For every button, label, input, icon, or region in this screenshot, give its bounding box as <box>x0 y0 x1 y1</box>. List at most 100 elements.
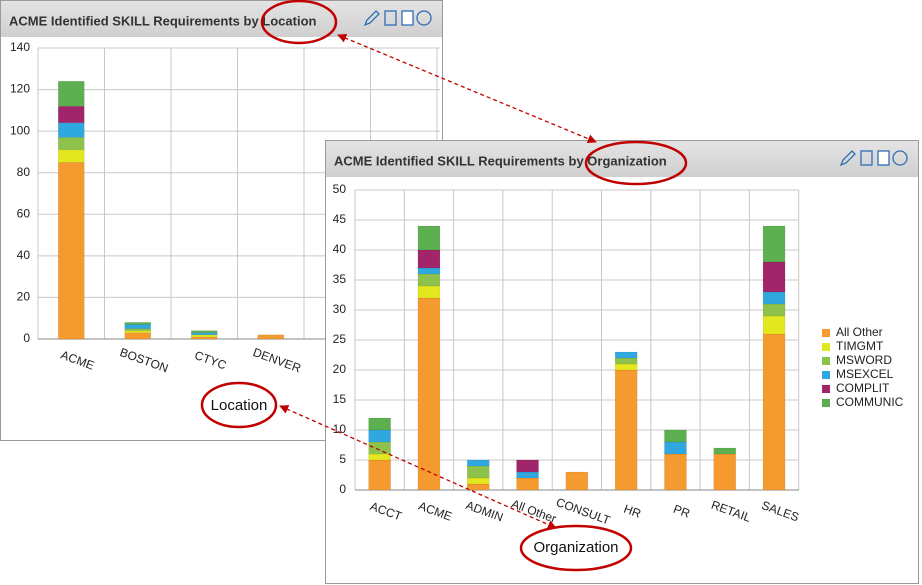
bar-segment <box>762 333 786 491</box>
bar-segment <box>664 453 687 491</box>
legend-label[interactable]: COMMUNIC <box>836 395 904 409</box>
bar-segment <box>762 291 786 305</box>
y-tick-label: 100 <box>10 123 30 137</box>
chart-panel: ACME Identified SKILL Requirements by Or… <box>325 140 919 584</box>
bar-segment <box>467 477 490 485</box>
bar-segment <box>417 285 441 299</box>
legend-label[interactable]: MSWORD <box>836 353 892 367</box>
bar-segment <box>124 330 151 334</box>
bar-segment <box>762 315 786 335</box>
bar-segment <box>516 477 539 491</box>
x-tick-label: PR <box>672 502 693 521</box>
bar-segment <box>124 324 151 329</box>
edit-icon[interactable] <box>363 10 380 27</box>
legend-label[interactable]: COMPLIT <box>836 381 890 395</box>
legend-label[interactable]: TIMGMT <box>836 339 884 353</box>
y-tick-label: 20 <box>333 362 347 376</box>
clipboard-icon[interactable] <box>384 10 397 26</box>
annotations: Location Organization <box>200 0 688 572</box>
bar-segment <box>191 334 218 338</box>
y-tick-label: 35 <box>333 272 347 286</box>
y-tick-label: 20 <box>17 290 31 304</box>
chart-title: ACME Identified SKILL Requirements by Lo… <box>9 13 317 28</box>
y-tick-label: 60 <box>17 206 31 220</box>
bar-segment <box>565 471 589 491</box>
bar-segment <box>664 441 687 455</box>
bar-segment <box>762 303 786 317</box>
document-icon[interactable] <box>877 150 890 166</box>
legend-swatch <box>822 399 830 407</box>
edit-icon[interactable] <box>839 150 856 167</box>
bar-segment <box>516 459 539 473</box>
y-tick-label: 30 <box>333 302 347 316</box>
bar-segment <box>417 249 441 269</box>
y-tick-label: 120 <box>10 82 30 96</box>
bar-segment <box>58 162 85 340</box>
bar-segment <box>191 332 218 336</box>
bar-segment <box>368 459 391 491</box>
bar-segment <box>417 267 441 275</box>
bar-segment <box>516 471 539 479</box>
y-tick-label: 40 <box>17 248 31 262</box>
bar-segment <box>417 273 441 287</box>
chart-title: ACME Identified SKILL Requirements by Or… <box>334 153 667 168</box>
bar-segment <box>713 453 736 491</box>
bar-segment <box>614 351 638 359</box>
connector-arrow <box>337 33 597 144</box>
bar-segment <box>664 429 687 443</box>
legend-label[interactable]: MSEXCEL <box>836 367 894 381</box>
y-tick-label: 80 <box>17 165 31 179</box>
y-tick-label: 25 <box>333 332 347 346</box>
bar-segment <box>467 483 490 491</box>
y-tick-label: 40 <box>333 242 347 256</box>
highlight-ellipse <box>200 381 278 429</box>
bar-segment <box>762 261 786 293</box>
bar-segment <box>58 122 85 138</box>
bar-segment <box>614 369 638 491</box>
y-tick-label: 45 <box>333 212 347 226</box>
document-icon[interactable] <box>401 10 414 26</box>
annotation-label: Location <box>211 397 268 414</box>
bar-segment <box>368 441 391 455</box>
highlight-ellipse <box>519 524 633 572</box>
bar-segment <box>614 357 638 365</box>
bar-segment <box>58 149 85 163</box>
bar-segment <box>762 225 786 263</box>
bar-segment <box>191 336 218 340</box>
legend-swatch <box>822 343 830 351</box>
bar-segment <box>124 332 151 340</box>
bar-segment <box>368 453 391 461</box>
y-tick-label: 5 <box>339 452 346 466</box>
annotation-label: Organization <box>533 539 618 556</box>
bar-segment <box>467 459 490 467</box>
legend-swatch <box>822 329 830 337</box>
y-tick-label: 50 <box>333 182 347 196</box>
connector-arrow <box>279 405 557 529</box>
bar-segment <box>368 417 391 431</box>
bar-segment <box>368 429 391 443</box>
bar-segment <box>58 105 85 124</box>
y-tick-label: 140 <box>10 40 30 54</box>
legend-swatch <box>822 371 830 379</box>
info-icon[interactable] <box>892 150 908 166</box>
info-icon[interactable] <box>416 10 432 26</box>
panel-header <box>326 141 918 177</box>
bar-segment <box>58 81 85 107</box>
highlight-ellipse <box>260 0 338 45</box>
y-tick-label: 15 <box>333 392 347 406</box>
y-tick-label: 0 <box>23 331 30 345</box>
legend-swatch <box>822 357 830 365</box>
legend-swatch <box>822 385 830 393</box>
bar-segment <box>124 322 151 325</box>
clipboard-icon[interactable] <box>860 150 873 166</box>
bar-segment <box>614 363 638 371</box>
bar-segment <box>191 330 218 334</box>
bar-segment <box>257 334 284 340</box>
bar-segment <box>467 465 490 479</box>
highlight-ellipse <box>584 140 688 186</box>
bar-segment <box>713 447 736 455</box>
bar-segment <box>417 297 441 491</box>
legend-label[interactable]: All Other <box>836 325 883 339</box>
